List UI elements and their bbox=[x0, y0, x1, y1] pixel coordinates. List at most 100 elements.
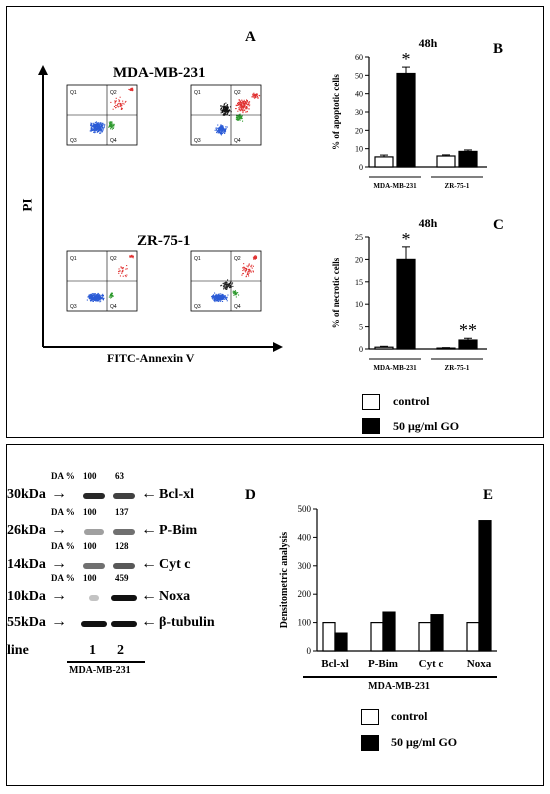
lane-1-label: 1 bbox=[89, 643, 96, 658]
blot-band-lane2 bbox=[113, 493, 135, 499]
densitometric-bar-chart: Densitometric analysis 0 100 200 300 400 500 Bc… bbox=[279, 504, 497, 692]
legend-treated-swatch bbox=[362, 418, 380, 434]
line-label: line bbox=[7, 643, 29, 658]
quadrant-label: Q4 bbox=[110, 138, 117, 144]
blot-da-value-lane1: 100 bbox=[83, 573, 97, 583]
blot-da-label: DA % bbox=[51, 573, 75, 583]
significance-marker: ** bbox=[459, 320, 477, 340]
y-tick-label: 10 bbox=[355, 145, 363, 154]
blot-kda-label: 55kDa bbox=[7, 615, 46, 630]
bar-P-Bim-series2 bbox=[382, 611, 396, 652]
dotplot-events bbox=[214, 92, 261, 136]
blot-right-arrow: ← bbox=[141, 613, 157, 630]
x-category-label: MDA-MB-231 bbox=[373, 182, 417, 190]
y-tick-label: 10 bbox=[355, 300, 363, 309]
y-axis-title: % of necrotic cells bbox=[331, 257, 341, 328]
legend-control-swatch bbox=[362, 394, 380, 410]
cell-line-1-title: MDA-MB-231 bbox=[113, 65, 206, 81]
x-category-label: Cyt c bbox=[419, 658, 444, 670]
quadrant-label: Q2 bbox=[110, 90, 117, 96]
panel-a-letter: A bbox=[245, 29, 256, 45]
chart-title: 48h bbox=[419, 216, 438, 230]
y-tick-label: 200 bbox=[298, 589, 312, 599]
quadrant-label: Q1 bbox=[70, 256, 77, 262]
quadrant-label: Q1 bbox=[194, 90, 201, 96]
bar-Bcl-xl-series1 bbox=[322, 621, 336, 652]
blot-da-value-lane2: 137 bbox=[115, 507, 129, 517]
blot-da-value-lane2: 63 bbox=[115, 471, 124, 481]
flow-cytometry-dotplot: Q1 Q2 Q3 Q4 bbox=[66, 250, 138, 312]
flow-cytometry-dotplot: Q1 Q2 Q3 Q4 bbox=[66, 84, 138, 146]
blot-protein-label: Cyt c bbox=[159, 557, 191, 572]
y-tick-label: 0 bbox=[359, 345, 363, 354]
flow-axes bbox=[38, 65, 283, 352]
legend2-control-swatch bbox=[361, 709, 379, 725]
x-category-label: Bcl-xl bbox=[321, 658, 349, 670]
panel-c-letter: C bbox=[493, 217, 504, 233]
legend-treated-label: 50 μg/ml GO bbox=[393, 419, 460, 433]
flow-plot-mda-control: Q1 Q2 Q3 Q4 bbox=[66, 84, 138, 146]
quadrant-label: Q4 bbox=[234, 138, 241, 144]
blot-band-lane1 bbox=[81, 621, 107, 627]
flow-plot-zr-control: Q1 Q2 Q3 Q4 bbox=[66, 250, 138, 312]
quadrant-label: Q3 bbox=[194, 138, 201, 144]
blot-kda-label: 10kDa bbox=[7, 589, 46, 604]
y-tick-label: 20 bbox=[355, 126, 363, 135]
blot-right-arrow: ← bbox=[141, 521, 157, 538]
significance-marker: * bbox=[402, 229, 411, 249]
blot-da-value-lane2: 128 bbox=[115, 541, 129, 551]
blot-right-arrow: ← bbox=[141, 587, 157, 604]
quadrant-label: Q3 bbox=[70, 304, 77, 310]
y-tick-label: 100 bbox=[298, 618, 312, 628]
blot-protein-label: Bcl-xl bbox=[159, 487, 194, 502]
legend-control-label: control bbox=[393, 394, 430, 408]
quadrant-label: Q1 bbox=[70, 90, 77, 96]
bar-MDA-MB-231-series2 bbox=[396, 258, 416, 350]
x-axis-title: MDA-MB-231 bbox=[368, 681, 430, 692]
y-tick-label: 400 bbox=[298, 532, 312, 542]
bar-Cyt c-series2 bbox=[430, 614, 444, 652]
blot-left-arrow: → bbox=[51, 587, 67, 604]
bar-P-Bim-series1 bbox=[370, 621, 384, 652]
bottom-figure-panel: 30kDa → ← Bcl-xl DA % 100 63 26kDa → ← P-Bim DA % 10… bbox=[6, 444, 544, 786]
quadrant-label: Q3 bbox=[70, 138, 77, 144]
legend2-treated-label: 50 μg/ml GO bbox=[391, 735, 458, 749]
bar-Noxa-series1 bbox=[466, 621, 480, 652]
bar-Bcl-xl-series2 bbox=[334, 632, 348, 652]
blot-protein-label: Noxa bbox=[159, 589, 191, 604]
blot-left-arrow: → bbox=[51, 521, 67, 538]
quadrant-label: Q4 bbox=[110, 304, 117, 310]
blot-left-arrow: → bbox=[51, 555, 67, 572]
quadrant-label: Q4 bbox=[234, 304, 241, 310]
panel-b-letter: B bbox=[493, 41, 504, 57]
significance-marker: * bbox=[402, 49, 411, 69]
y-tick-label: 60 bbox=[355, 53, 363, 62]
x-category-label: ZR-75-1 bbox=[445, 182, 470, 190]
y-axis-title: % of apoptotic cells bbox=[331, 74, 341, 150]
legend2-control-label: control bbox=[391, 709, 428, 723]
lane-2-label: 2 bbox=[117, 643, 124, 658]
flow-cytometry-dotplot: Q1 Q2 Q3 Q4 bbox=[190, 84, 262, 146]
blot-band-lane2 bbox=[113, 529, 135, 535]
blot-band-lane1 bbox=[83, 493, 105, 499]
y-tick-label: 40 bbox=[355, 90, 363, 99]
blot-band-lane1 bbox=[83, 563, 105, 569]
cell-line-2-title: ZR-75-1 bbox=[137, 233, 191, 249]
blot-cell-line-underline bbox=[67, 661, 145, 663]
bar-ZR-75-1-series2 bbox=[458, 339, 478, 350]
bar-MDA-MB-231-series1 bbox=[374, 156, 394, 168]
blot-left-arrow: → bbox=[51, 485, 67, 502]
quadrant-label: Q1 bbox=[194, 256, 201, 262]
y-tick-label: 5 bbox=[359, 323, 363, 332]
apoptotic-bar-chart: 48h % of apoptotic cells 0 10 20 30 40 50 60 * MDA… bbox=[331, 36, 487, 190]
blot-band-lane1 bbox=[84, 529, 104, 535]
y-tick-label: 0 bbox=[307, 646, 312, 656]
y-tick-label: 50 bbox=[355, 71, 363, 80]
blot-da-label: DA % bbox=[51, 541, 75, 551]
panel-e-letter: E bbox=[483, 487, 494, 503]
top-figure-panel: A PI FITC-Annexin V MDA-MB-231 ZR-75-1 Q… bbox=[6, 6, 544, 438]
quadrant-label: Q2 bbox=[234, 90, 241, 96]
blot-band-lane2 bbox=[111, 621, 137, 627]
bar-Noxa-series2 bbox=[478, 520, 492, 652]
y-tick-label: 500 bbox=[298, 504, 312, 514]
